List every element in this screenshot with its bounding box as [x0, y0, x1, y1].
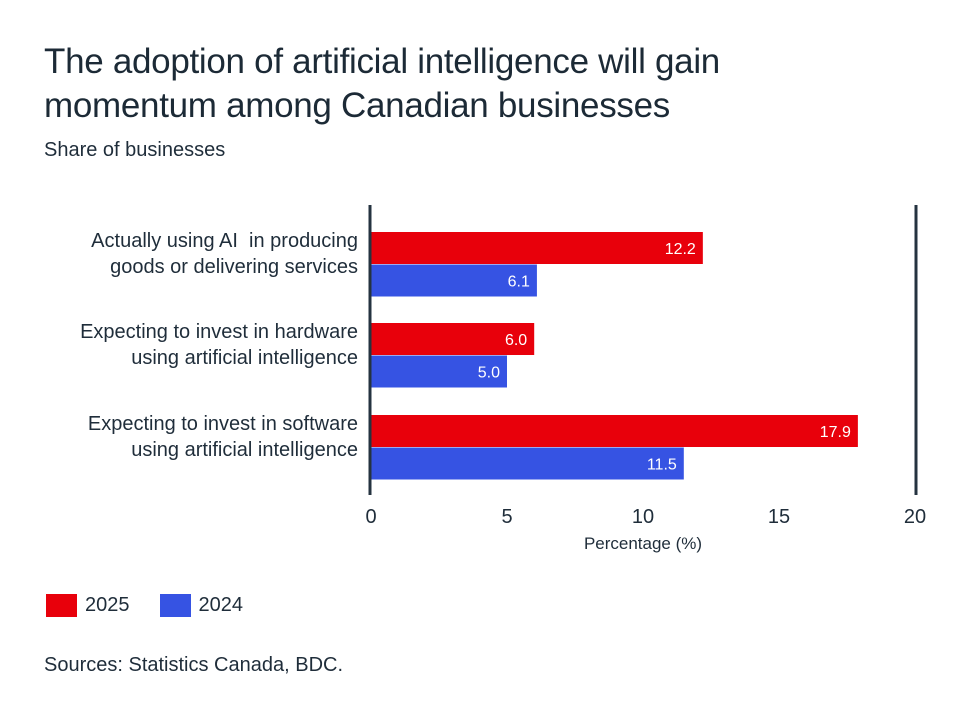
- x-tick-label-10: 10: [632, 506, 654, 528]
- x-tick-label-5: 5: [501, 506, 512, 528]
- bar-2025-2: [371, 415, 858, 447]
- legend-label-2025: 2025: [85, 594, 130, 616]
- category-label-1-line-1: using artificial intelligence: [131, 347, 358, 369]
- bar-2024-2: [371, 447, 684, 480]
- category-label-1-line-0: Expecting to invest in hardware: [80, 321, 358, 343]
- x-axis-title: Percentage (%): [584, 534, 702, 553]
- bar-2024-0: [371, 264, 537, 297]
- bar-label-2024-0: 6.1: [508, 274, 530, 291]
- category-label-0-line-1: goods or delivering services: [110, 256, 358, 278]
- legend-item-2025: 2025: [46, 594, 130, 617]
- bar-label-2024-1: 5.0: [478, 365, 500, 382]
- legend-swatch-2025: [46, 594, 77, 617]
- bar-2025-1: [371, 323, 535, 355]
- category-label-0-line-0: Actually using AI in producing: [91, 230, 358, 252]
- bar-2025-0: [371, 232, 703, 264]
- source-note: Sources: Statistics Canada, BDC.: [44, 654, 344, 676]
- legend-item-2024: 2024: [159, 594, 244, 617]
- category-label-2-line-0: Expecting to invest in software: [88, 413, 358, 435]
- category-label-2-line-1: using artificial intelligence: [131, 439, 358, 461]
- chart-title: The adoption of artificial intelligence …: [44, 42, 720, 125]
- x-tick-label-0: 0: [365, 506, 376, 528]
- x-tick-label-20: 20: [904, 506, 926, 528]
- bar-label-2025-1: 6.0: [505, 332, 527, 349]
- legend-swatch-2024: [159, 594, 191, 617]
- bar-label-2025-0: 12.2: [665, 241, 696, 258]
- bar-label-2025-2: 17.9: [820, 424, 851, 441]
- x-tick-label-15: 15: [768, 506, 790, 528]
- legend: 2025 2024: [46, 594, 273, 617]
- legend-label-2024: 2024: [198, 594, 244, 616]
- bar-label-2024-2: 11.5: [647, 457, 677, 474]
- chart-subtitle: Share of businesses: [44, 139, 226, 161]
- bar-2024-1: [371, 355, 507, 388]
